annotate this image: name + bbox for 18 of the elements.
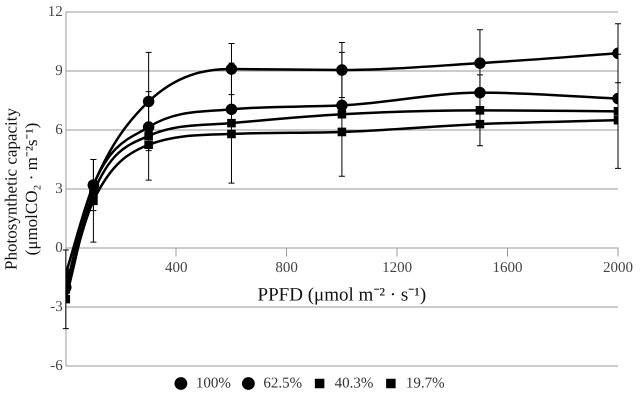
x-tick-label: 1600 <box>492 260 523 276</box>
x-tick-label: 1200 <box>382 260 412 276</box>
y-tick-label: 0 <box>55 240 63 256</box>
y-tick-label: 12 <box>48 4 63 20</box>
y-tick-label: 6 <box>55 122 64 138</box>
x-tick-label: 2000 <box>603 260 633 276</box>
y-axis-title: Photosynthetic capacity (μmolCO₂ · m⁻²s⁻¹) <box>2 108 42 270</box>
x-tick-label: 400 <box>164 260 188 276</box>
x-tick-label: 800 <box>275 260 298 276</box>
y-tick-label: 9 <box>55 62 63 79</box>
y-tick-label: 3 <box>55 180 63 197</box>
legend-label: 62.5% <box>263 375 302 392</box>
y-tick-label: -6 <box>50 358 64 374</box>
x-axis-title: PPFD (μmol m⁻² · s⁻¹) <box>258 284 426 306</box>
y-tick-label: -3 <box>50 298 63 315</box>
legend-label: 19.7% <box>406 375 445 392</box>
legend-label: 100% <box>196 375 231 392</box>
legend-label: 40.3% <box>334 375 374 392</box>
